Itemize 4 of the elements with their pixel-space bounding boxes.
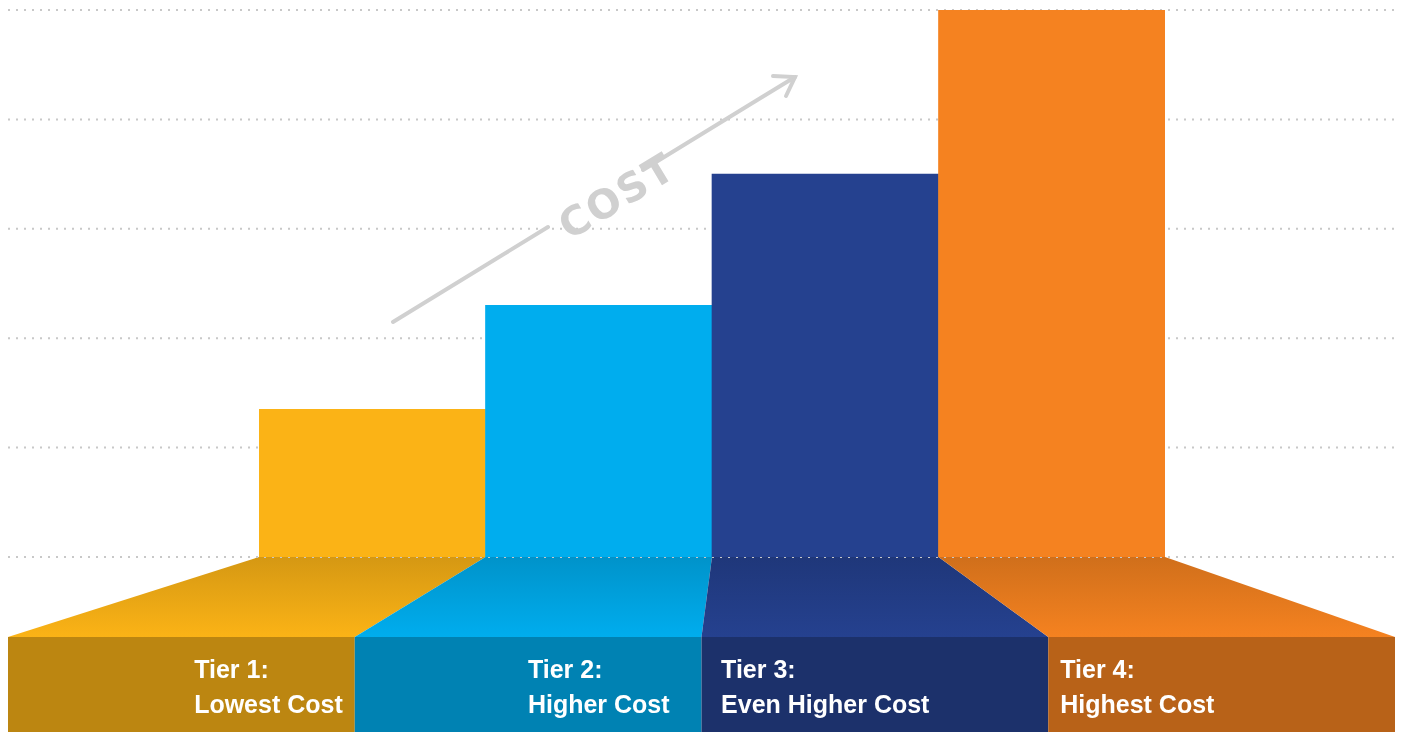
x-tick-label: Tier 3: Even Higher Cost <box>721 654 931 718</box>
x-tick-label: Tier 4: Highest Cost <box>1060 654 1216 718</box>
x-tick-label: Tier 2: Higher Cost <box>527 654 671 718</box>
x-tick-label: Tier 1: Lowest Cost <box>194 654 344 718</box>
